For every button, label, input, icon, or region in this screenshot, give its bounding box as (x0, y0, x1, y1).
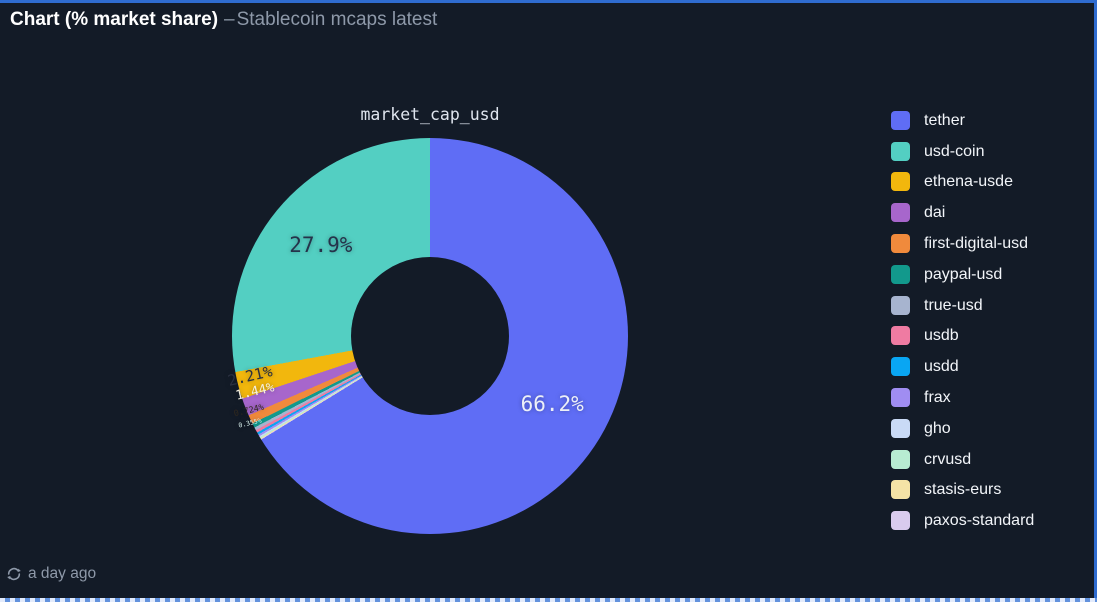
legend-label: first-digital-usd (924, 235, 1029, 253)
legend-item-true-usd[interactable]: true-usd (891, 290, 1034, 321)
legend-swatch-ethena-usde (891, 172, 910, 192)
chart-title: market_cap_usd (360, 105, 500, 124)
legend-swatch-frax (891, 388, 910, 408)
legend-label: stasis-eurs (924, 481, 1002, 499)
legend-item-crvusd[interactable]: crvusd (891, 444, 1034, 475)
legend-swatch-usdb (891, 326, 910, 346)
panel-header: Chart (% market share) – Stablecoin mcaps … (10, 7, 437, 33)
legend-item-tether[interactable]: tether (891, 105, 1034, 136)
donut-hole (351, 257, 509, 415)
legend-item-paypal-usd[interactable]: paypal-usd (891, 259, 1034, 290)
legend-item-usdd[interactable]: usdd (891, 351, 1034, 382)
legend-label: usdb (924, 327, 959, 345)
legend-swatch-gho (891, 418, 910, 438)
legend-swatch-first-digital-usd (891, 234, 910, 254)
legend-swatch-paxos-standard (891, 511, 910, 531)
legend-item-ethena-usde[interactable]: ethena-usde (891, 167, 1034, 198)
legend-label: true-usd (924, 296, 983, 314)
legend-swatch-stasis-eurs (891, 480, 910, 500)
legend-item-usdb[interactable]: usdb (891, 321, 1034, 352)
legend-label: dai (924, 204, 946, 222)
legend-item-usd-coin[interactable]: usd-coin (891, 136, 1034, 167)
legend-item-paxos-standard[interactable]: paxos-standard (891, 505, 1034, 536)
title-separator: – (224, 9, 235, 30)
legend-label: ethena-usde (924, 173, 1013, 191)
legend-item-frax[interactable]: frax (891, 382, 1034, 413)
slice-label-usd-coin: 27.9% (289, 233, 353, 258)
panel-border-bottom-dashed (0, 598, 1097, 602)
legend-item-stasis-eurs[interactable]: stasis-eurs (891, 475, 1034, 506)
last-refreshed-text: a day ago (28, 565, 97, 582)
refresh-icon[interactable] (6, 566, 22, 582)
legend-swatch-usd-coin (891, 141, 910, 161)
legend-label: crvusd (924, 450, 972, 468)
legend-label: paypal-usd (924, 265, 1003, 283)
legend-label: usdd (924, 358, 959, 376)
panel-border-top (0, 0, 1097, 3)
legend-item-gho[interactable]: gho (891, 413, 1034, 444)
legend-swatch-paypal-usd (891, 264, 910, 284)
legend: tether usd-coin ethena-usde dai first-digita… (891, 105, 1034, 536)
footer: a day ago (6, 565, 96, 583)
panel-subtitle: Stablecoin mcaps latest (236, 9, 438, 30)
slice-label-tether: 66.2% (520, 392, 584, 417)
legend-swatch-usdd (891, 357, 910, 377)
legend-swatch-dai (891, 203, 910, 223)
legend-swatch-true-usd (891, 295, 910, 315)
legend-label: tether (924, 111, 965, 129)
legend-label: usd-coin (924, 142, 985, 160)
panel-border-right (1094, 0, 1097, 602)
legend-label: frax (924, 389, 951, 407)
legend-item-first-digital-usd[interactable]: first-digital-usd (891, 228, 1034, 259)
legend-swatch-tether (891, 110, 910, 130)
legend-swatch-crvusd (891, 449, 910, 469)
legend-label: paxos-standard (924, 512, 1035, 530)
legend-item-dai[interactable]: dai (891, 197, 1034, 228)
legend-label: gho (924, 419, 951, 437)
panel-title: Chart (% market share) (10, 9, 219, 30)
